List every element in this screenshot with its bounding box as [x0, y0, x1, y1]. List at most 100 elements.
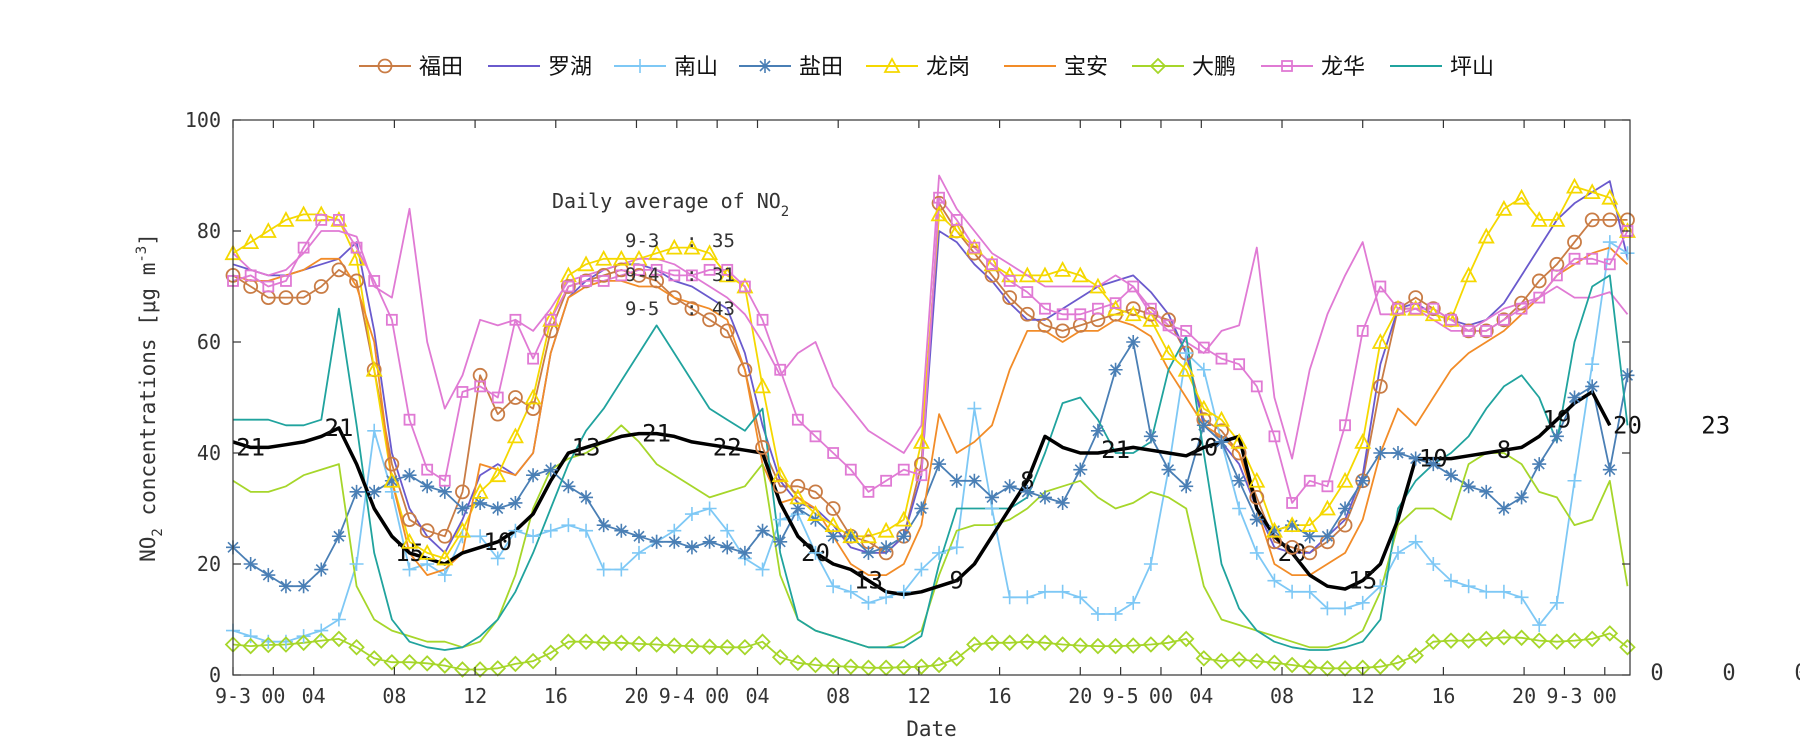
- data-point-龙华: [1109, 297, 1122, 310]
- series-lines: [232, 174, 1629, 671]
- data-point-龙岗: [824, 516, 842, 533]
- data-point-龙岗: [1124, 305, 1142, 322]
- average-line: [232, 390, 1612, 597]
- data-point-福田: [455, 484, 470, 500]
- data-point-福田: [1478, 323, 1494, 339]
- data-point-南山: [808, 545, 823, 560]
- data-point-盐田: [949, 473, 964, 488]
- data-point-福田: [1161, 312, 1176, 328]
- x-tick-label: 20: [1068, 684, 1092, 708]
- data-point-龙华: [827, 447, 840, 459]
- x-tick-label: 12: [907, 684, 931, 708]
- data-point-大鹏: [1477, 630, 1495, 648]
- series-line-罗湖: [232, 180, 1629, 554]
- data-point-龙华: [1498, 313, 1510, 326]
- data-point-盐田: [1338, 501, 1353, 516]
- data-point-南山: [1355, 595, 1370, 610]
- average-label: 20: [1613, 411, 1642, 439]
- data-point-南山: [614, 562, 629, 577]
- data-point-龙岗: [983, 255, 1001, 272]
- data-point-龙岗: [1195, 399, 1213, 416]
- data-point-大鹏: [1513, 629, 1530, 647]
- data-point-大鹏: [542, 644, 560, 662]
- data-point-盐田: [790, 501, 805, 516]
- data-point-龙华: [509, 313, 522, 326]
- y-axis-title-part: 2: [150, 528, 166, 536]
- data-point-龙岗: [1336, 471, 1354, 488]
- data-point-大鹏: [1160, 634, 1177, 652]
- data-point-大鹏: [771, 648, 789, 666]
- data-point-龙华: [721, 263, 734, 276]
- data-point-龙岗: [1407, 299, 1425, 316]
- x-tick-label: 04: [1189, 684, 1213, 708]
- data-point-南山: [1461, 579, 1476, 594]
- y-axis-title-part: -3: [134, 246, 150, 263]
- data-point-福田: [278, 290, 294, 306]
- data-point-龙岗: [1301, 516, 1319, 533]
- data-point-龙华: [403, 413, 416, 426]
- data-point-南山: [1514, 590, 1529, 605]
- data-point-南山: [896, 584, 911, 599]
- data-point-南山: [490, 551, 505, 566]
- data-point-龙华: [597, 275, 610, 287]
- x-tick-label: 16: [988, 684, 1012, 708]
- data-point-龙岗: [1460, 266, 1478, 283]
- data-point-福田: [772, 478, 788, 494]
- annotation-colon: :: [686, 298, 697, 320]
- data-point-龙岗: [930, 205, 948, 222]
- data-point-大鹏: [312, 632, 330, 649]
- legend: 福田 罗湖 南山 盐田 龙岗 宝安 大鹏 龙华 坪山: [359, 55, 1494, 80]
- data-point-龙华: [1586, 252, 1599, 265]
- data-point-大鹏: [1548, 633, 1566, 650]
- legend-marker-龙岗: [883, 57, 901, 73]
- data-point-龙岗: [1601, 188, 1619, 205]
- data-point-大鹏: [1019, 633, 1036, 650]
- data-point-福田: [613, 262, 629, 278]
- series-line-龙岗: [232, 185, 1629, 560]
- data-point-大鹏: [524, 652, 542, 670]
- data-point-南山: [437, 568, 452, 583]
- data-point-盐田: [1302, 529, 1317, 544]
- data-point-大鹏: [560, 633, 577, 650]
- data-point-福田: [296, 290, 312, 306]
- x-tick-label: 16: [1431, 684, 1455, 708]
- data-point-南山: [1020, 590, 1035, 605]
- data-point-龙岗: [348, 249, 366, 266]
- data-point-大鹏: [1213, 652, 1230, 670]
- y-tick-label: 20: [197, 552, 221, 576]
- data-point-南山: [561, 518, 576, 533]
- data-point-盐田: [1214, 434, 1229, 449]
- data-point-盐田: [543, 462, 558, 477]
- data-point-盐田: [1320, 529, 1335, 544]
- data-point-大鹏: [1442, 632, 1460, 649]
- data-point-大鹏: [1407, 647, 1424, 664]
- data-point-福田: [1249, 489, 1265, 505]
- data-point-盐田: [1496, 501, 1511, 516]
- data-point-大鹏: [1142, 636, 1160, 653]
- data-point-龙华: [686, 269, 698, 282]
- data-point-盐田: [773, 534, 788, 549]
- data-point-盐田: [1108, 362, 1123, 377]
- data-point-龙华: [1603, 258, 1616, 271]
- data-point-龙华: [1215, 352, 1228, 365]
- data-point-龙华: [527, 352, 539, 365]
- data-point-盐田: [1479, 484, 1494, 499]
- data-point-龙华: [1197, 341, 1210, 354]
- data-point-南山: [631, 545, 646, 560]
- data-point-福田: [490, 406, 506, 422]
- data-point-福田: [1231, 445, 1247, 461]
- data-point-盐田: [1073, 462, 1088, 477]
- data-point-龙岗: [436, 549, 454, 566]
- data-point-龙岗: [595, 249, 613, 266]
- data-point-盐田: [1037, 490, 1052, 505]
- data-point-盐田: [1002, 479, 1017, 494]
- data-point-大鹏: [436, 657, 454, 674]
- data-point-福田: [1337, 517, 1353, 533]
- data-point-龙华: [1303, 474, 1316, 487]
- data-point-福田: [631, 267, 647, 283]
- average-label: 22: [713, 433, 742, 461]
- data-point-龙华: [474, 380, 487, 393]
- data-point-南山: [579, 523, 594, 538]
- data-point-大鹏: [807, 656, 824, 674]
- data-point-盐田: [1285, 518, 1300, 533]
